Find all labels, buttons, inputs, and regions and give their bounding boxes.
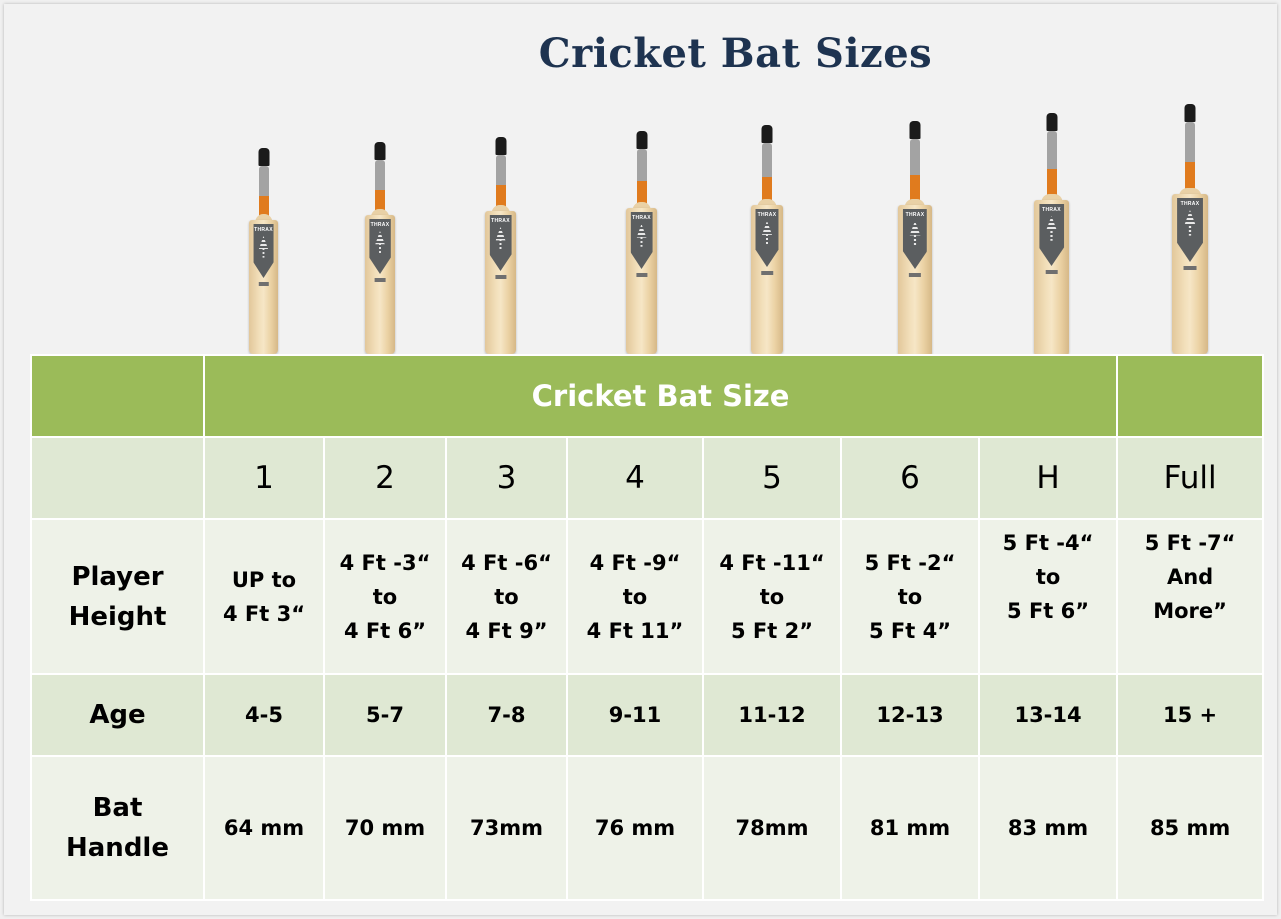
- size-cell: H: [977, 436, 1119, 520]
- height-cell: 4 Ft -6“ to 4 Ft 9”: [461, 550, 552, 643]
- age-label: Age: [30, 673, 205, 757]
- age-cell: 13-14: [977, 673, 1119, 757]
- bat-size-5: THRAX: [751, 125, 783, 354]
- size-cell: 5: [702, 436, 842, 520]
- handle-cell: 64 mm: [203, 755, 325, 901]
- age-cell: 4-5: [203, 673, 325, 757]
- table-header: Cricket Bat Size: [202, 354, 1119, 438]
- bat-size-1: THRAX: [249, 148, 278, 354]
- bat-size-4: THRAX: [626, 131, 657, 354]
- height-cell: 4 Ft -11“ to 5 Ft 2”: [719, 550, 825, 643]
- age-cell: 7-8: [445, 673, 568, 757]
- height-cell: 4 Ft -9“ to 4 Ft 11”: [586, 550, 684, 643]
- bat-size-2: THRAX: [365, 142, 395, 354]
- handle-cell: 78mm: [702, 755, 842, 901]
- size-cell: 3: [445, 436, 568, 520]
- handle-cell: 81 mm: [840, 755, 980, 901]
- size-cell: Full: [1116, 436, 1265, 520]
- age-cell: 15 +: [1116, 673, 1265, 757]
- height-cell: 5 Ft -4“ to 5 Ft 6”: [1002, 530, 1094, 623]
- handle-cell: 70 mm: [323, 755, 447, 901]
- bat-illustrations: THRAX THRAX THRAX THRAX THRAX: [0, 0, 1281, 360]
- size-row: 1 2 3 4 5 6 H Full: [30, 436, 1265, 520]
- handle-cell: 76 mm: [566, 755, 704, 901]
- height-cell: UP to 4 Ft 3“: [222, 567, 306, 626]
- handle-cell: 73mm: [445, 755, 568, 901]
- bat-handle-label: Bat Handle: [30, 755, 205, 901]
- header-band: Cricket Bat Size: [30, 354, 1265, 438]
- player-height-label: Player Height: [30, 518, 205, 675]
- bat-size-full: THRAX: [1172, 104, 1208, 354]
- player-height-row: Player Height UP to 4 Ft 3“ 4 Ft -3“ to …: [30, 518, 1265, 675]
- size-cell: 4: [566, 436, 704, 520]
- handle-cell: 85 mm: [1116, 755, 1265, 901]
- size-cell: 2: [323, 436, 447, 520]
- age-cell: 9-11: [566, 673, 704, 757]
- header-corner: [30, 354, 205, 438]
- size-cell: 6: [840, 436, 980, 520]
- bat-size-6: THRAX: [898, 121, 932, 357]
- age-row: Age 4-5 5-7 7-8 9-11 11-12 12-13 13-14 1…: [30, 673, 1265, 757]
- height-cell: 5 Ft -7“ And More”: [1144, 530, 1236, 623]
- height-cell: 4 Ft -3“ to 4 Ft 6”: [339, 550, 431, 643]
- header-end-cell: [1116, 354, 1265, 438]
- height-cell: 5 Ft -2“ to 5 Ft 4”: [864, 550, 956, 643]
- bat-size-3: THRAX: [485, 137, 516, 354]
- age-cell: 5-7: [323, 673, 447, 757]
- size-cell: 1: [203, 436, 325, 520]
- bat-size-h: THRAX: [1034, 113, 1069, 356]
- page-title: Cricket Bat Sizes: [538, 30, 933, 77]
- age-cell: 12-13: [840, 673, 980, 757]
- age-cell: 11-12: [702, 673, 842, 757]
- bat-handle-row: Bat Handle 64 mm 70 mm 73mm 76 mm 78mm 8…: [30, 755, 1265, 901]
- bat-size-table: Cricket Bat Size 1 2 3 4 5 6 H Full Play…: [30, 354, 1265, 901]
- handle-cell: 83 mm: [977, 755, 1119, 901]
- size-row-label: [30, 436, 205, 520]
